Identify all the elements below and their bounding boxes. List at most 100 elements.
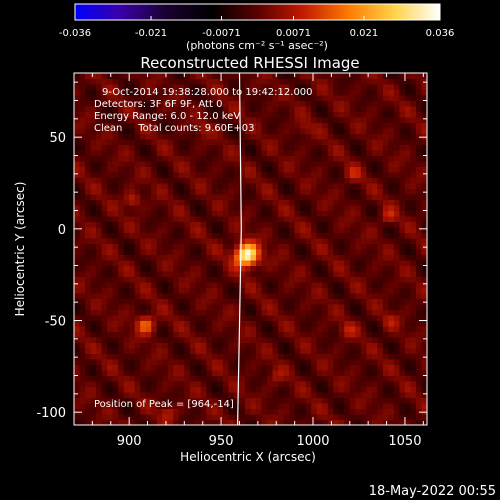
heatmap-cell [173, 370, 180, 376]
heatmap-cell [145, 260, 152, 266]
heatmap-cell [272, 78, 279, 85]
heatmap-cell [151, 331, 158, 338]
heatmap-cell [239, 100, 246, 107]
heatmap-cell [162, 84, 169, 90]
heatmap-cell [211, 89, 218, 96]
heatmap-cell [333, 227, 340, 233]
heatmap-cell [222, 111, 229, 118]
heatmap-cell [90, 342, 97, 349]
heatmap-cell [162, 216, 169, 222]
heatmap-cell [162, 117, 169, 123]
heatmap-cell [382, 227, 389, 233]
heatmap-cell [167, 232, 174, 239]
heatmap-cell [267, 392, 274, 398]
heatmap-cell [316, 331, 323, 338]
heatmap-cell [382, 144, 389, 151]
heatmap-cell [118, 249, 125, 255]
heatmap-cell [393, 177, 400, 184]
heatmap-cell [112, 194, 119, 200]
heatmap-cell [189, 337, 196, 343]
heatmap-cell [404, 315, 411, 321]
heatmap-cell [344, 177, 351, 184]
heatmap-cell [316, 227, 323, 233]
heatmap-cell [195, 249, 202, 255]
heatmap-cell [415, 320, 422, 327]
heatmap-cell [118, 133, 125, 140]
heatmap-cell [289, 128, 296, 134]
heatmap-cell [200, 386, 207, 393]
heatmap-cell [101, 139, 108, 145]
heatmap-cell [195, 260, 202, 266]
heatmap-cell [123, 139, 130, 145]
heatmap-cell [289, 106, 296, 112]
heatmap-cell [327, 106, 334, 112]
heatmap-cell [85, 260, 92, 266]
heatmap-cell [371, 331, 378, 338]
heatmap-cell [388, 298, 395, 305]
heatmap-cell [316, 309, 323, 316]
heatmap-cell [129, 304, 136, 310]
heatmap-cell [272, 205, 279, 211]
heatmap-cell [85, 210, 92, 217]
heatmap-cell [250, 221, 257, 228]
heatmap-cell [344, 161, 351, 167]
heatmap-cell [74, 243, 81, 250]
heatmap-cell [250, 359, 257, 365]
heatmap-cell [101, 304, 108, 310]
heatmap-cell [294, 282, 301, 288]
heatmap-cell [421, 397, 427, 404]
heatmap-cell [112, 150, 119, 156]
heatmap-cell [107, 117, 114, 123]
heatmap-cell [421, 106, 427, 112]
heatmap-cell [256, 414, 263, 420]
heatmap-cell [85, 89, 92, 96]
heatmap-cell [399, 397, 406, 404]
heatmap-cell [145, 293, 152, 299]
heatmap-cell [178, 265, 185, 272]
heatmap-cell [338, 309, 345, 316]
heatmap-cell [239, 194, 246, 200]
heatmap-cell [377, 249, 384, 255]
heatmap-cell [107, 414, 114, 420]
heatmap-cell [211, 139, 218, 145]
heatmap-cell [360, 150, 367, 156]
heatmap-cell [344, 364, 351, 371]
heatmap-cell [123, 144, 130, 151]
heatmap-cell [189, 309, 196, 316]
heatmap-cell [222, 232, 229, 239]
heatmap-cell [118, 309, 125, 316]
heatmap-cell [316, 260, 323, 266]
heatmap-cell [222, 216, 229, 222]
heatmap-cell [415, 122, 422, 129]
heatmap-cell [228, 227, 235, 233]
heatmap-cell [250, 139, 257, 145]
heatmap-cell [162, 78, 169, 85]
heatmap-cell [305, 353, 312, 360]
heatmap-cell [283, 326, 290, 332]
heatmap-cell [278, 342, 285, 349]
heatmap-cell [404, 78, 411, 85]
heatmap-cell [118, 150, 125, 156]
heatmap-cell [74, 282, 81, 288]
heatmap-cell [388, 78, 395, 85]
heatmap-cell [151, 194, 158, 200]
heatmap-cell [388, 84, 395, 90]
heatmap-cell [195, 122, 202, 129]
heatmap-cell [239, 419, 246, 425]
heatmap-cell [101, 337, 108, 343]
heatmap-cell [289, 150, 296, 156]
heatmap-cell [178, 397, 185, 404]
heatmap-cell [421, 194, 427, 200]
heatmap-cell [250, 194, 257, 200]
heatmap-cell [283, 386, 290, 393]
heatmap-cell [349, 403, 356, 409]
heatmap-cell [256, 216, 263, 222]
heatmap-cell [140, 232, 147, 239]
heatmap-cell [151, 199, 158, 206]
heatmap-cell [129, 392, 136, 398]
heatmap-cell [305, 73, 312, 79]
heatmap-cell [222, 364, 229, 371]
heatmap-cell [79, 84, 86, 90]
heatmap-cell [222, 408, 229, 415]
